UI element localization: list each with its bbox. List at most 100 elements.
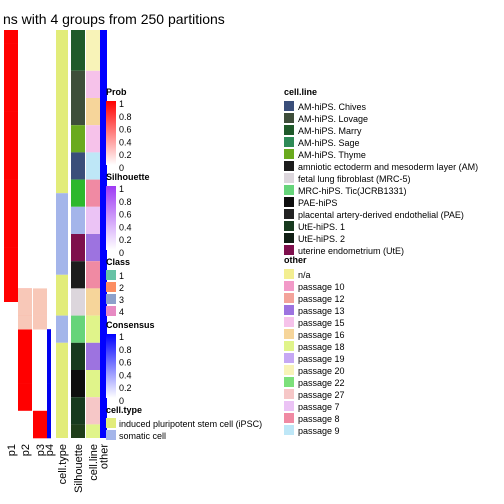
prob-cell-p3-25 <box>33 370 47 384</box>
legend-swatch-cell-line-11 <box>284 233 294 243</box>
prob-cell-p3-22 <box>33 329 47 343</box>
prob-cell-p3-mid-20 <box>33 302 47 316</box>
prob-cell-p3-0 <box>33 30 47 44</box>
legend-label-cell-type-0: induced pluripotent stem cell (iPSC) <box>119 419 262 429</box>
prob-cell-p3-17 <box>33 261 47 275</box>
prob-cell-p3-18 <box>33 275 47 289</box>
legend-swatch-cell-line-9 <box>284 209 294 219</box>
cellline-block-3 <box>71 125 85 152</box>
other-block-5 <box>86 180 100 207</box>
prob-cell-p2-26 <box>18 384 32 398</box>
cellline-block-14 <box>71 424 85 438</box>
legend-label-cell-line-0: AM-hiPS. Chives <box>298 102 367 112</box>
cellline-block-13 <box>71 397 85 424</box>
prob-cell-p3-1 <box>33 44 47 58</box>
legend-label-other-9: passage 22 <box>298 378 345 388</box>
legend-swatch-cell-line-10 <box>284 221 294 231</box>
prob-cell-p3-5 <box>33 98 47 112</box>
legend-tick-silhouette-4: 0.2 <box>119 235 132 245</box>
prob-cell-p3-15 <box>33 234 47 248</box>
cellline-block-2 <box>71 98 85 125</box>
prob-cell-p1-8 <box>4 139 18 153</box>
legend-swatch-other-0 <box>284 269 294 279</box>
other-block-13 <box>86 397 100 424</box>
legend-label-class-3: 4 <box>119 307 124 317</box>
legend-swatch-cell-line-4 <box>284 149 294 159</box>
prob-cell-p1-3 <box>4 71 18 85</box>
celltype-block-1 <box>56 193 68 275</box>
consensus-cell-27 <box>47 397 51 411</box>
prob-cell-p2-13 <box>18 207 32 221</box>
legend-title-cell-line: cell.line <box>284 87 317 97</box>
legend-swatch-other-10 <box>284 389 294 399</box>
legend-swatch-class-1 <box>106 282 116 292</box>
legend-tick-prob-0: 1 <box>119 99 124 109</box>
prob-cell-p2-0 <box>18 30 32 44</box>
prob-cell-p3-11 <box>33 180 47 194</box>
legend-swatch-other-4 <box>284 317 294 327</box>
consensus-cell-28 <box>47 411 51 425</box>
legend-tick-consensus-3: 0.4 <box>119 370 132 380</box>
prob-cell-p4-0 <box>47 30 51 44</box>
prob-cell-p3-mid-21 <box>33 316 47 330</box>
prob-cell-p2-22 <box>18 329 32 343</box>
prob-cell-p4-18 <box>47 275 51 289</box>
prob-cell-p4-1 <box>47 44 51 58</box>
cellline-block-8 <box>71 261 85 288</box>
legend-label-other-0: n/a <box>298 270 311 280</box>
legend-swatch-cell-line-3 <box>284 137 294 147</box>
prob-cell-p4-8 <box>47 139 51 153</box>
prob-cell-p1-9 <box>4 152 18 166</box>
celltype-block-3 <box>56 316 68 343</box>
prob-cell-p1-4 <box>4 84 18 98</box>
other-block-6 <box>86 207 100 234</box>
prob-cell-p2-mid-19 <box>18 288 32 302</box>
prob-cell-p2-29 <box>18 424 32 438</box>
legend-swatch-cell-line-2 <box>284 125 294 135</box>
prob-cell-p1-22 <box>4 329 18 343</box>
other-block-7 <box>86 234 100 261</box>
legend-swatch-cell-line-1 <box>284 113 294 123</box>
prob-cell-p4-20 <box>47 302 51 316</box>
prob-cell-p2-10 <box>18 166 32 180</box>
prob-cell-p4-3 <box>47 71 51 85</box>
prob-cell-p3-mid-19 <box>33 288 47 302</box>
prob-cell-p2-18 <box>18 275 32 289</box>
prob-cell-p1-26 <box>4 384 18 398</box>
legend-title-consensus: Consensus <box>106 320 155 330</box>
legend-label-other-7: passage 19 <box>298 354 345 364</box>
prob-cell-p2-7 <box>18 125 32 139</box>
prob-cell-p2-14 <box>18 220 32 234</box>
legend-swatch-other-9 <box>284 377 294 387</box>
legend-label-cell-line-12: uterine endometrium (UtE) <box>298 246 404 256</box>
prob-cell-p4-12 <box>47 193 51 207</box>
prob-cell-p1-21 <box>4 316 18 330</box>
consensus-cell-26 <box>47 384 51 398</box>
prob-cell-p3-2 <box>33 57 47 71</box>
column-label-p2: p2 <box>20 444 32 456</box>
legend-tick-silhouette-0: 1 <box>119 184 124 194</box>
prob-cell-p1-14 <box>4 220 18 234</box>
legend-label-class-0: 1 <box>119 271 124 281</box>
legend-swatch-class-3 <box>106 306 116 316</box>
cellline-block-0 <box>71 30 85 71</box>
cellline-block-11 <box>71 343 85 370</box>
prob-cell-p1-24 <box>4 356 18 370</box>
legend-tick-silhouette-2: 0.6 <box>119 210 132 220</box>
prob-cell-p4-2 <box>47 57 51 71</box>
legend-tick-consensus-1: 0.8 <box>119 345 132 355</box>
legend-label-other-12: passage 8 <box>298 414 340 424</box>
legend-swatch-other-13 <box>284 425 294 435</box>
consensus-cell-22 <box>47 329 51 343</box>
legends: Prob10.80.60.40.20Silhouette10.80.60.40.… <box>106 87 478 441</box>
heatmap-body <box>4 30 107 438</box>
prob-cell-p3-27 <box>33 397 47 411</box>
legend-gradient-prob <box>106 101 116 165</box>
prob-cell-p3-26 <box>33 384 47 398</box>
prob-cell-p2-12 <box>18 193 32 207</box>
legend-tick-silhouette-3: 0.4 <box>119 222 132 232</box>
prob-cell-p2-24 <box>18 356 32 370</box>
prob-cell-p2-28 <box>18 411 32 425</box>
prob-cell-p2-27 <box>18 397 32 411</box>
